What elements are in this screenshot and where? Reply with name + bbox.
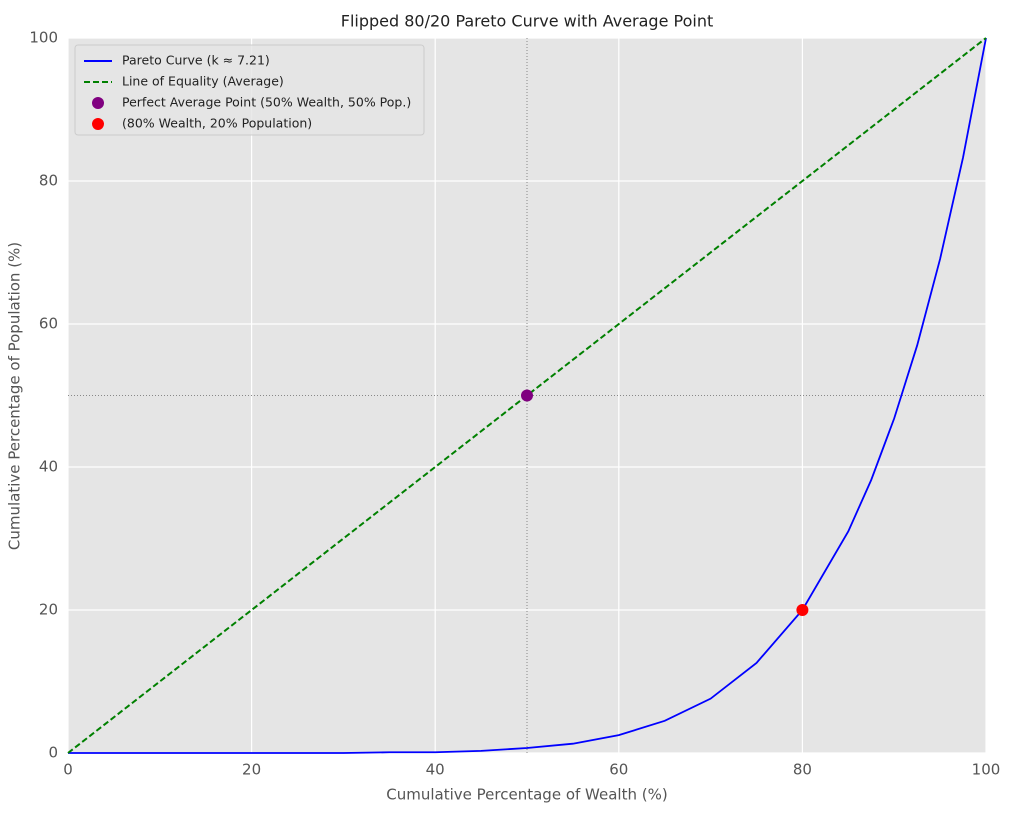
y-tick-label: 80 [39, 172, 58, 190]
legend-label: Pareto Curve (k ≈ 7.21) [122, 53, 270, 68]
legend-label: (80% Wealth, 20% Population) [122, 116, 312, 131]
chart-title: Flipped 80/20 Pareto Curve with Average … [341, 12, 713, 31]
legend-marker [92, 97, 104, 109]
x-tick-label: 20 [242, 761, 261, 779]
y-axis-label: Cumulative Percentage of Population (%) [6, 242, 24, 550]
y-tick-label: 0 [48, 744, 58, 762]
legend-label: Perfect Average Point (50% Wealth, 50% P… [122, 95, 411, 110]
x-tick-label: 60 [609, 761, 628, 779]
y-tick-label: 60 [39, 315, 58, 333]
legend-box [74, 44, 425, 136]
y-tick-label: 40 [39, 458, 58, 476]
x-tick-label: 80 [793, 761, 812, 779]
x-tick-label: 40 [426, 761, 445, 779]
data-point [521, 389, 533, 402]
legend-label: Line of Equality (Average) [122, 74, 284, 89]
x-tick-label: 100 [972, 761, 1001, 779]
data-point [796, 604, 809, 616]
y-tick-label: 20 [39, 601, 58, 619]
legend-marker [92, 118, 104, 130]
x-tick-label: 0 [63, 761, 73, 779]
line [68, 37, 987, 754]
x-axis-label: Cumulative Percentage of Wealth (%) [386, 786, 667, 804]
y-tick-label: 100 [29, 29, 58, 47]
